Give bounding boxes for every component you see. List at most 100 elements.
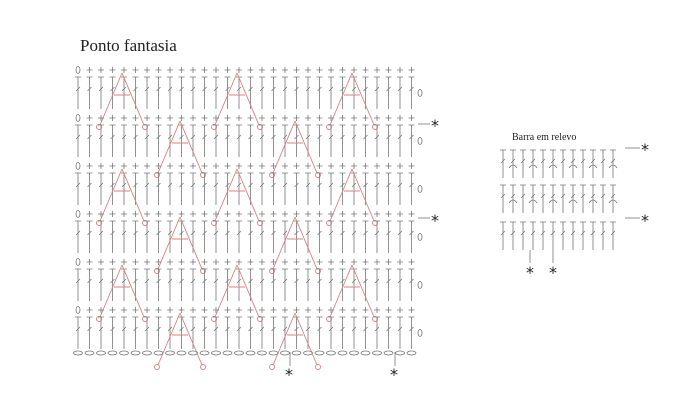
dc-symbol [86,172,93,205]
sc-symbol [385,115,392,121]
loop [372,220,378,226]
sc-symbol [282,115,288,121]
chain-symbol [75,258,81,266]
dc-symbol [397,220,403,253]
loop [315,364,321,370]
sc-symbol [328,163,334,169]
dc-symbol [282,220,288,253]
dc-symbol [385,124,392,157]
dc-symbol [305,172,311,205]
cross-stitch [157,120,203,174]
dc-symbol [560,149,566,178]
dc-symbol [540,221,546,250]
post-stitch [508,164,518,169]
dc-symbol [270,220,277,253]
dc-symbol [397,76,403,109]
sc-symbol [224,163,231,169]
sc-symbol [144,307,150,313]
sc-symbol [132,67,139,73]
chain-symbol [119,350,129,356]
dc-symbol [259,268,265,301]
sc-symbol [293,67,300,73]
cross-stitch [99,72,145,126]
dc-symbol [224,220,231,253]
marker: * [641,211,649,230]
dc-symbol [316,76,323,109]
chain-symbol [337,350,348,356]
chain-symbol [406,350,417,356]
dc-symbol [328,220,334,253]
dc-symbol [328,172,334,205]
loop [269,364,275,370]
dc-symbol [590,149,596,178]
chain-symbol [222,350,233,356]
sc-symbol [201,211,208,217]
dc-symbol [270,268,277,301]
sc-symbol [224,307,231,313]
loop [257,316,263,322]
post-stitch [548,164,558,169]
dc-symbol [328,268,334,301]
dc-symbol [374,124,380,157]
dc-symbol [510,221,516,250]
chain-symbol [326,350,336,356]
chain-symbol [165,350,175,356]
dc-symbol [328,124,334,157]
dc-symbol [213,220,219,253]
chain-symbol [142,350,152,356]
chain-symbol [75,162,81,170]
dc-symbol [580,184,586,213]
dc-symbol [550,149,556,178]
post-stitch [528,199,538,204]
sc-symbol [316,307,323,313]
sc-symbol [132,163,139,169]
dc-symbol [316,316,323,349]
dc-symbol [86,124,93,157]
sc-symbol [155,67,162,73]
sc-symbol [178,307,185,313]
sc-symbol [201,259,208,265]
dc-symbol [98,268,104,301]
dc-symbol [530,221,536,250]
dc-symbol [75,76,81,109]
chain-symbol [75,210,81,218]
sc-symbol [144,163,150,169]
sc-symbol [328,211,334,217]
dc-symbol [500,221,506,250]
loop [315,172,321,178]
dc-symbol [339,172,346,205]
sc-symbol [270,115,277,121]
sc-symbol [167,259,173,265]
chain-symbol [107,350,118,356]
dc-symbol [144,220,150,253]
post-stitch [568,199,578,204]
dc-symbol [201,316,208,349]
dc-symbol [259,124,265,157]
sc-symbol [178,259,185,265]
sc-symbol [236,163,242,169]
dc-symbol [224,316,231,349]
loop [96,316,102,322]
dc-symbol [570,149,576,178]
dc-symbol [408,268,415,301]
dc-symbol [520,149,526,178]
dc-symbol [213,316,219,349]
sc-symbol [144,259,150,265]
dc-symbol [362,268,369,301]
dc-symbol [293,268,300,301]
sc-symbol [201,307,208,313]
dc-symbol [236,124,242,157]
loop [200,268,206,274]
dc-symbol [144,76,150,109]
sc-symbol [98,259,104,265]
dc-symbol [610,221,616,250]
sc-symbol [397,307,403,313]
sc-symbol [305,307,311,313]
dc-symbol [339,76,346,109]
sc-symbol [282,259,288,265]
sc-symbol [213,307,219,313]
sc-symbol [282,163,288,169]
dc-symbol [213,268,219,301]
dc-symbol [385,316,392,349]
